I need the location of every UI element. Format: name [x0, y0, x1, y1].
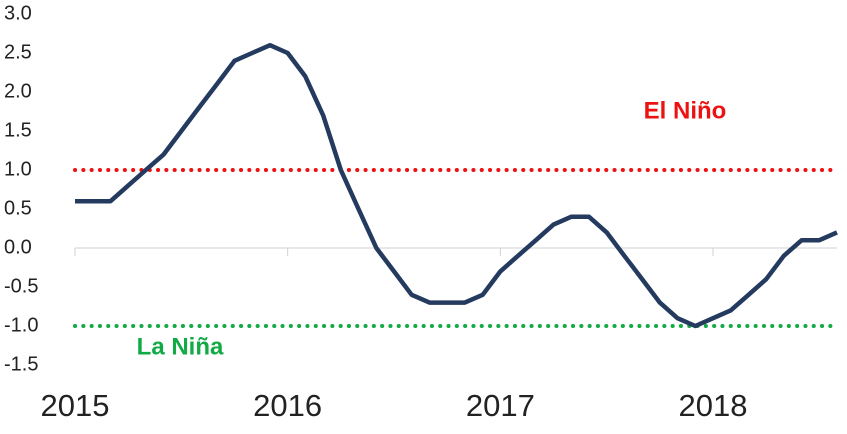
x-tick-label: 2016: [253, 388, 322, 423]
y-tick-label: 3.0: [4, 2, 32, 24]
series-line: [75, 42, 838, 329]
reference-label: El Niño: [644, 97, 727, 124]
x-tick-label: 2018: [679, 388, 748, 423]
y-tick-label: 0.5: [4, 197, 32, 219]
y-tick-label: 1.0: [4, 158, 32, 180]
y-tick-label: -0.5: [4, 275, 38, 297]
x-tick-label: 2015: [41, 388, 110, 423]
y-tick-label: 2.5: [4, 41, 32, 63]
y-tick-label: -1.5: [4, 353, 38, 375]
reference-label: La Niña: [137, 333, 224, 360]
y-tick-label: 1.5: [4, 119, 32, 141]
y-tick-label: 2.0: [4, 80, 32, 102]
x-tick-label: 2017: [466, 388, 535, 423]
y-tick-label: -1.0: [4, 314, 38, 336]
y-tick-label: 0.0: [4, 236, 32, 258]
